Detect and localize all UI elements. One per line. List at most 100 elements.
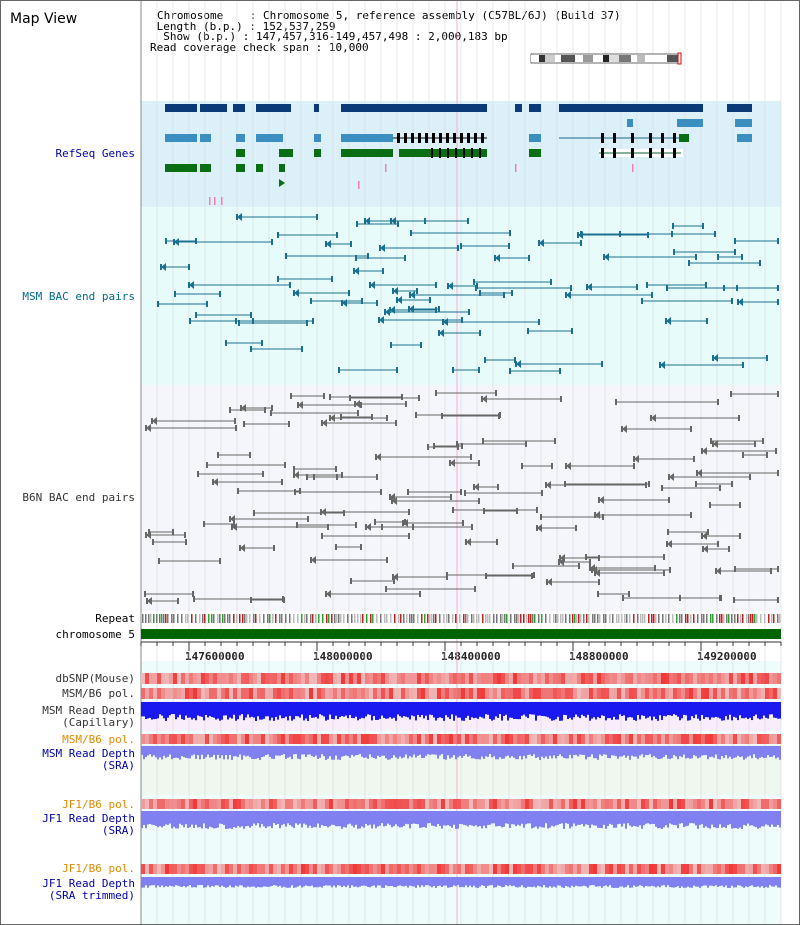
jf1-depth-trim-bar xyxy=(337,877,339,886)
track-label-chromosome[interactable]: chromosome 5 xyxy=(55,628,135,641)
jf1-depth-sra-bar xyxy=(643,811,645,826)
track-label-msm-depth-sra[interactable]: MSM Read Depth xyxy=(42,747,135,760)
dbsnp-cell xyxy=(525,673,529,684)
msm-depth-sra-bar xyxy=(623,746,625,756)
dbsnp-cell xyxy=(333,673,337,684)
jf1-depth-trim-bar xyxy=(209,877,211,888)
dbsnp-cell xyxy=(305,673,309,684)
jf1-depth-sra-bar xyxy=(229,811,231,829)
b6n-bac-pair-end xyxy=(483,508,485,514)
gene-block xyxy=(165,164,197,172)
track-label-msm-b6-pol-2[interactable]: MSM/B6 pol. xyxy=(62,733,135,746)
jf1-depth-sra-bar xyxy=(657,811,659,829)
repeat-element xyxy=(586,614,588,623)
b6n-bac-pair-end xyxy=(144,591,146,597)
track-label-msm-b6-pol-1[interactable]: MSM/B6 pol. xyxy=(62,687,135,700)
jf1-b6-pol-cell xyxy=(177,799,181,809)
jf1-depth-sra-bar xyxy=(425,811,427,828)
msm-depth-sra-bar xyxy=(695,746,697,757)
dbsnp-cell xyxy=(325,673,329,684)
ideogram-band xyxy=(575,55,583,62)
msm-depth-capillary-bar xyxy=(735,702,737,718)
b6n-bac-pair-end xyxy=(464,490,466,496)
msm-bac-pair-end xyxy=(461,317,463,323)
msm-bac-pair-end xyxy=(509,368,511,374)
msm-depth-capillary-bar xyxy=(403,702,405,717)
msm-b6-pol-cell xyxy=(405,734,409,744)
track-label-dbsnp[interactable]: dbSNP(Mouse) xyxy=(55,672,135,685)
track-label-msm-bac[interactable]: MSM BAC end pairs xyxy=(22,290,135,303)
track-label-repeat[interactable]: Repeat xyxy=(95,612,135,625)
jf1-b6-pol-cell xyxy=(233,799,237,809)
msm-depth-sra-bar xyxy=(681,746,683,758)
jf1-depth-trim-bar xyxy=(359,877,361,887)
jf1-b6-pol-cell xyxy=(425,799,429,809)
b6n-bac-pair-end xyxy=(206,462,208,468)
track-label-jf1-depth-sra[interactable]: JF1 Read Depth xyxy=(42,812,135,825)
msm-depth-sra-bar xyxy=(699,746,701,758)
msm-depth-capillary-bar xyxy=(727,702,729,720)
jf1-b6-pol-cell xyxy=(189,799,193,809)
jf1-depth-sra-bar xyxy=(433,811,435,826)
msm-b6-pol-cell xyxy=(633,734,637,744)
repeat-element xyxy=(219,614,221,623)
msm-b6-pol-cell xyxy=(221,734,225,744)
msm-depth-capillary-bar xyxy=(351,702,353,719)
track-label-refseq[interactable]: RefSeq Genes xyxy=(55,147,135,160)
jf1-b6-pol-cell xyxy=(337,799,341,809)
jf1-b6-pol-cell xyxy=(305,799,309,809)
msm-depth-capillary-bar xyxy=(667,702,669,716)
jf1-depth-trim-bar xyxy=(495,877,497,888)
track-label-b6n-bac[interactable]: B6N BAC end pairs xyxy=(22,491,135,504)
msm-depth-capillary-bar xyxy=(343,702,345,717)
snp-tick xyxy=(515,164,517,172)
jf1-depth-sra-bar xyxy=(323,811,325,827)
jf1-depth-trim-bar xyxy=(315,877,317,888)
msm-b6-pol-cell xyxy=(765,734,769,744)
dbsnp-cell xyxy=(513,673,517,684)
msm-depth-sra-bar xyxy=(293,746,295,755)
dbsnp-cell xyxy=(577,673,581,684)
repeat-element xyxy=(779,614,781,623)
msm-b6-pol-cell xyxy=(585,688,589,699)
track-label-jf1-depth-trim[interactable]: JF1 Read Depth xyxy=(42,877,135,890)
msm-b6-pol-cell xyxy=(193,734,197,744)
jf1-b6-pol-cell xyxy=(513,799,517,809)
b6n-bac-pair-end xyxy=(478,460,480,466)
msm-b6-pol-cell xyxy=(773,688,777,699)
dbsnp-cell xyxy=(649,673,653,684)
msm-depth-sra-bar xyxy=(437,746,439,759)
track-label-jf1-b6-pol-1[interactable]: JF1/B6 pol. xyxy=(62,798,135,811)
msm-b6-pol-cell xyxy=(281,688,285,699)
jf1-b6-pol-cell xyxy=(681,799,685,809)
jf1-depth-trim-bar xyxy=(449,877,451,888)
jf1-depth-trim-bar xyxy=(371,877,373,887)
msm-b6-pol-cell xyxy=(149,688,153,699)
jf1-depth-sra-bar xyxy=(275,811,277,825)
b6n-bac-pair-end xyxy=(350,578,352,584)
jf1-b6-pol-cell xyxy=(189,864,193,874)
track-label-jf1-b6-pol-2[interactable]: JF1/B6 pol. xyxy=(62,862,135,875)
msm-bac-pair-end xyxy=(509,230,511,236)
msm-bac-pair-arrow xyxy=(380,244,385,252)
b6n-bac-pair-end xyxy=(541,490,543,496)
msm-depth-sra-bar xyxy=(399,746,401,757)
jf1-b6-pol-cell xyxy=(529,799,533,809)
dbsnp-cell xyxy=(413,673,417,684)
jf1-depth-trim-bar xyxy=(731,877,733,886)
track-label-msm-depth-cap[interactable]: MSM Read Depth xyxy=(42,704,135,717)
msm-b6-pol-cell xyxy=(165,688,169,699)
jf1-depth-trim-bar xyxy=(277,877,279,887)
msm-depth-capillary-bar xyxy=(491,702,493,721)
jf1-depth-sra-bar xyxy=(401,811,403,828)
dbsnp-cell xyxy=(701,673,705,684)
jf1-depth-trim-bar xyxy=(763,877,765,888)
jf1-b6-pol-cell xyxy=(645,799,649,809)
jf1-b6-pol-cell xyxy=(221,799,225,809)
msm-depth-sra-bar xyxy=(611,746,613,756)
jf1-b6-pol-cell xyxy=(617,799,621,809)
msm-bac-pair-arrow xyxy=(495,254,500,262)
b6n-bac-pair-end xyxy=(645,482,647,488)
msm-bac-pair-end xyxy=(261,340,263,346)
